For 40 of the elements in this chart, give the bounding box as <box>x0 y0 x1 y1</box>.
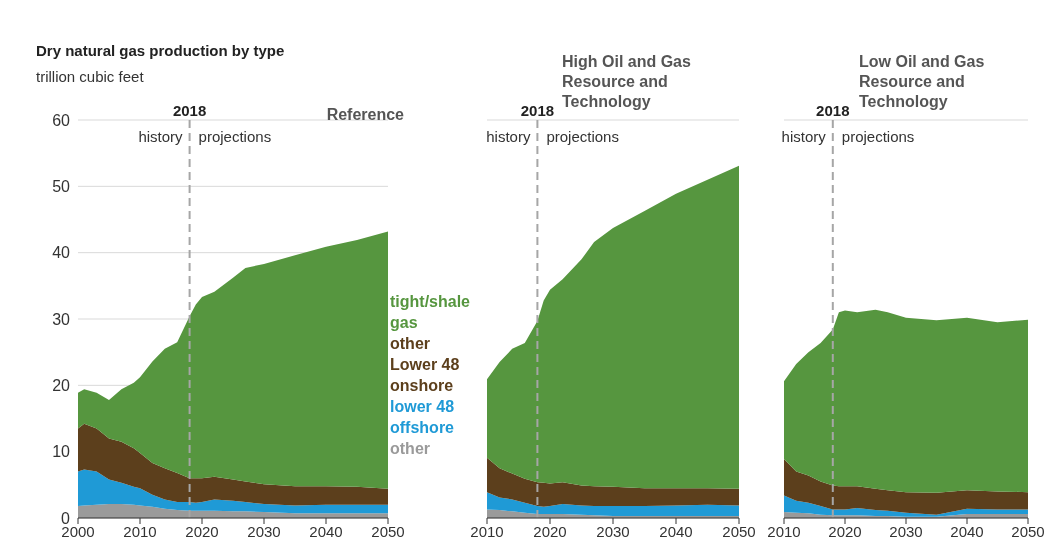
y-tick-label: 30 <box>52 310 71 328</box>
x-tick-label: 2020 <box>185 522 219 540</box>
x-tick-label: 2030 <box>596 522 630 540</box>
y-tick-label: 10 <box>52 443 71 461</box>
x-tick-label: 2010 <box>123 522 157 540</box>
x-tick-label: 2030 <box>247 522 281 540</box>
y-tick-label: 60 <box>52 111 71 129</box>
annotation: history <box>781 128 827 145</box>
x-tick-label: 2020 <box>533 522 567 540</box>
y-tick-label: 50 <box>52 178 71 196</box>
ref-line-label: 2018 <box>520 102 555 119</box>
series-label: tight/shale gas <box>390 292 471 333</box>
annotation: history <box>486 128 531 145</box>
x-tick-label: 2010 <box>767 522 801 540</box>
chart-title: Low Oil and Gas Resource and Technology <box>859 52 986 112</box>
y-tick-label: 40 <box>52 244 71 262</box>
y-tick-label: 20 <box>52 377 71 395</box>
annotation: projections <box>546 128 619 145</box>
x-tick-label: 2020 <box>828 522 862 540</box>
x-tick-label: 2050 <box>371 522 405 540</box>
text: other <box>390 439 431 459</box>
chart-subtitle: Reference <box>326 106 404 124</box>
chart-title: High Oil and Gas Resource and Technology <box>562 52 692 112</box>
x-tick-label: 2040 <box>950 522 984 540</box>
ref-line-label: 2018 <box>172 102 207 119</box>
text: lower 48 offshore <box>390 397 456 438</box>
y-axis-title: trillion cubic feet <box>36 68 144 85</box>
x-tick-label: 2030 <box>889 522 923 540</box>
annotation: history <box>138 128 184 145</box>
y-tick-label: 0 <box>61 509 71 527</box>
x-tick-label: 2040 <box>659 522 693 540</box>
x-tick-label: 2040 <box>309 522 343 540</box>
x-tick-label: 2050 <box>722 522 756 540</box>
ref-line-label: 2018 <box>816 102 850 119</box>
chart-title: Dry natural gas production by type <box>36 42 285 59</box>
x-tick-label: 2010 <box>470 522 504 540</box>
annotation: projections <box>841 128 915 145</box>
annotation: projections <box>198 128 272 145</box>
text: other Lower 48 onshore <box>390 334 461 396</box>
x-tick-label: 2050 <box>1011 522 1045 540</box>
